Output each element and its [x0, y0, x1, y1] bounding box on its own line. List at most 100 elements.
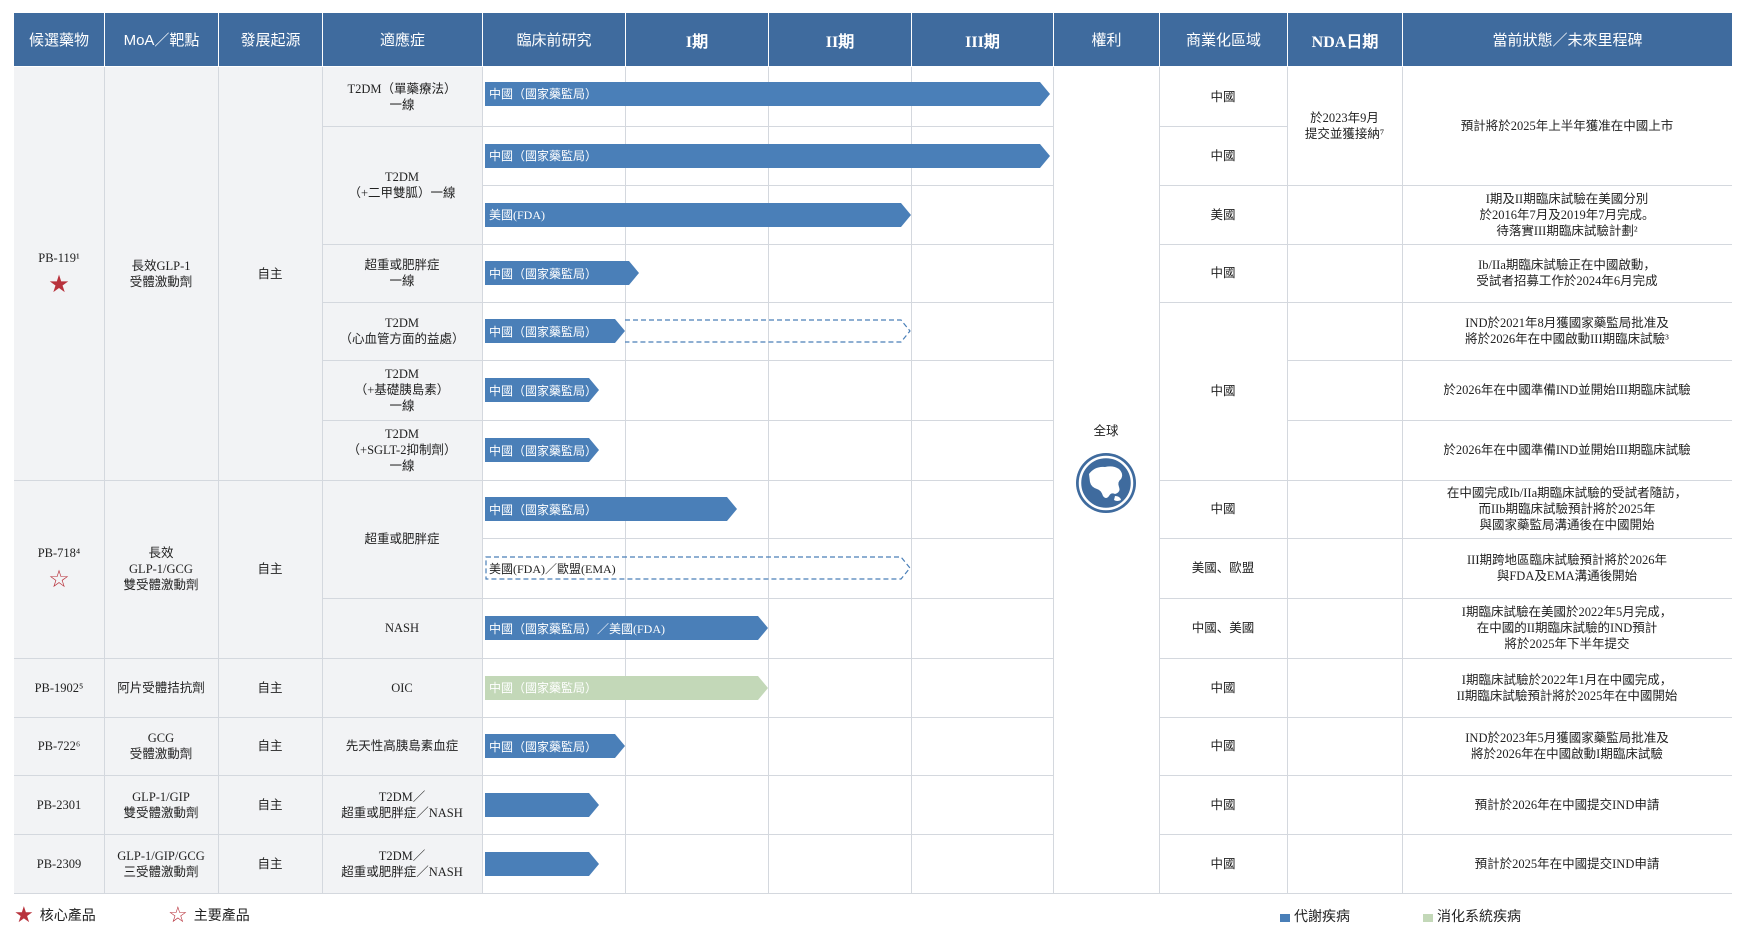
commercial-region-cell: 中國 [1210, 384, 1236, 398]
group-divider [14, 834, 322, 835]
row-divider [1402, 360, 1732, 361]
row-divider [322, 775, 1053, 776]
progress-bar-dashed: 美國(FDA)／歐盟(EMA) [485, 556, 911, 580]
indication-cell: T2DM （+基礎胰島素） 一線 [354, 367, 450, 413]
row-divider [1402, 185, 1732, 186]
progress-bar: 中國（國家藥監局） [485, 319, 615, 343]
legend-major-product: ☆ 主要產品 [168, 902, 250, 928]
row-divider [1159, 480, 1287, 481]
status-milestone-cell: I期及II期臨床試驗在美國分別 於2016年7月及2019年7月完成。 待落實I… [1479, 191, 1655, 238]
progress-bar-tip [589, 438, 600, 462]
drug-moa: GCG 受體激動劑 [129, 731, 193, 761]
row-divider [1159, 775, 1287, 776]
row-divider [1159, 717, 1287, 718]
drug-origin: 自主 [257, 739, 283, 753]
row-divider [1402, 480, 1732, 481]
group-divider [14, 480, 322, 481]
row-divider [1287, 717, 1402, 718]
globe-icon [1075, 452, 1137, 514]
nda-date-cell: 於2023年9月 提交並獲接納⁷ [1304, 111, 1385, 141]
indication-cell: T2DM （心血管方面的益處） [339, 316, 465, 346]
row-divider [1402, 538, 1732, 539]
rights-label: 全球 [1093, 424, 1119, 438]
drug-name: PB-718⁴ ☆ [14, 480, 104, 658]
progress-bar-label: 中國（國家藥監局） [489, 681, 598, 695]
row-divider [1287, 420, 1402, 421]
progress-bar-tip [589, 792, 600, 817]
column-header-1: 候選藥物 [14, 13, 104, 66]
progress-bar-tip [726, 497, 737, 521]
row-divider [1287, 538, 1402, 539]
progress-bar: 中國（國家藥監局） [485, 143, 1040, 168]
indication-cell: 超重或肥胖症 [364, 532, 440, 546]
row-divider [1402, 775, 1732, 776]
column-header-4: 適應症 [323, 13, 482, 66]
drug-name: PB-119¹ ★ [14, 67, 104, 480]
progress-bar-tip [615, 734, 625, 758]
row-divider [1287, 360, 1402, 361]
row-divider [1402, 658, 1732, 659]
progress-bar-tip [1040, 81, 1050, 106]
progress-bar-tip [1040, 143, 1050, 168]
row-divider [1287, 658, 1402, 659]
drug-origin: 自主 [257, 562, 283, 576]
progress-bar-label: 美國(FDA)／歐盟(EMA) [489, 561, 616, 576]
digestive-swatch [1423, 914, 1433, 922]
row-divider [322, 480, 1053, 481]
progress-bar: 中國（國家藥監局） [485, 81, 1040, 106]
progress-bar-tip [758, 616, 768, 640]
progress-bar [485, 851, 590, 876]
row-divider [1287, 185, 1402, 186]
status-milestone-cell: IND於2021年8月獲國家藥監局批准及 將於2026年在中國啟動III期臨床試… [1465, 316, 1669, 346]
indication-cell: T2DM／ 超重或肥胖症／NASH [341, 848, 463, 879]
status-milestone-cell: I期臨床試驗於2022年1月在中國完成， II期臨床試驗預計將於2025年在中國… [1456, 672, 1678, 703]
status-milestone-cell: I期臨床試驗在美國於2022年5月完成， 在中國的II期臨床試驗的IND預計 將… [1461, 605, 1673, 651]
metabolic-swatch [1280, 914, 1290, 922]
group-divider [14, 775, 322, 776]
progress-bar-tip [589, 851, 600, 876]
commercial-region-cell: 中國 [1210, 797, 1236, 812]
commercial-region-cell: 中國 [1210, 266, 1236, 280]
progress-bar-tip [615, 319, 625, 343]
drug-name-text: PB-1902⁵ [34, 680, 84, 695]
row-divider [1287, 302, 1402, 303]
row-divider [1159, 126, 1287, 127]
commercial-region-cell: 中國 [1210, 856, 1236, 871]
drug-moa: 長效 GLP-1/GCG 雙受體激動劑 [123, 546, 199, 592]
row-divider [322, 658, 1053, 659]
drug-name: PB-2309 [14, 834, 104, 893]
row-divider [322, 360, 1053, 361]
status-milestone-cell: 在中國完成Ib/IIa期臨床試驗的受試者隨訪， 而IIb期臨床試驗預計將於202… [1446, 486, 1688, 532]
table-bottom-line [14, 893, 1732, 894]
status-milestone-cell: 預計將於2025年上半年獲准在中國上市 [1460, 119, 1674, 133]
drug-name-text: PB-2309 [36, 856, 82, 871]
legend-metabolic: 代謝疾病 [1280, 906, 1350, 926]
drug-moa: GLP-1/GIP 雙受體激動劑 [123, 789, 199, 820]
progress-bar-label: 中國（國家藥監局） [489, 149, 598, 163]
drug-moa: 阿片受體拮抗劑 [117, 680, 205, 695]
progress-bar: 中國（國家藥監局） [485, 734, 615, 758]
indication-cell: T2DM （+SGLT-2抑制劑） 一線 [347, 427, 457, 473]
legend-label: 代謝疾病 [1294, 910, 1350, 925]
legend-digestive: 消化系統疾病 [1423, 906, 1521, 926]
progress-bar: 中國（國家藥監局） [485, 438, 597, 462]
progress-bar: 中國（國家藥監局） [485, 497, 727, 521]
row-divider [1159, 598, 1287, 599]
drug-name-text: PB-718⁴ [37, 546, 81, 560]
group-divider [14, 658, 322, 659]
row-divider [1159, 658, 1287, 659]
row-divider [1402, 834, 1732, 835]
row-divider [1287, 834, 1402, 835]
drug-origin: 自主 [257, 266, 283, 281]
status-milestone-cell: 於2026年在中國準備IND並開始III期臨床試驗 [1443, 443, 1691, 457]
column-header-9: 權利 [1054, 13, 1159, 66]
indication-cell: 先天性高胰島素血症 [345, 739, 459, 753]
column-header-8: III期 [912, 13, 1053, 66]
status-milestone-cell: Ib/IIa期臨床試驗正在中國啟動， 受試者招募工作於2024年6月完成 [1476, 258, 1658, 288]
column-header-7: II期 [769, 13, 911, 66]
row-divider [322, 420, 1053, 421]
progress-bar-label: 中國（國家藥監局） [489, 443, 598, 458]
drug-name-text: PB-119¹ [38, 250, 80, 265]
drug-name-text: PB-2301 [36, 797, 82, 812]
